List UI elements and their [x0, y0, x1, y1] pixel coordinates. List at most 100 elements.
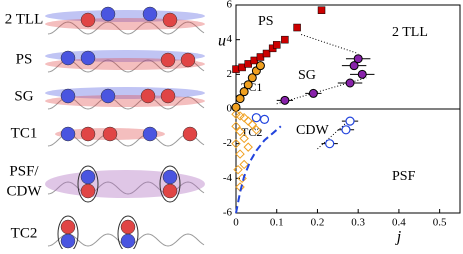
point — [262, 49, 271, 58]
particle — [182, 126, 198, 142]
point — [247, 119, 257, 130]
point — [353, 54, 363, 64]
point — [341, 125, 351, 135]
y-tick-label: 6 — [227, 0, 233, 11]
curve — [235, 125, 282, 214]
point — [235, 149, 245, 159]
point — [357, 69, 367, 79]
region-label: PS — [258, 14, 274, 29]
guide-line — [317, 119, 351, 150]
point — [235, 111, 245, 121]
lattice — [47, 181, 205, 195]
particle — [80, 183, 96, 199]
row-label: SG — [14, 88, 33, 104]
particle — [162, 183, 178, 199]
point — [235, 94, 245, 104]
point — [317, 6, 326, 14]
particle — [102, 126, 118, 142]
particle — [80, 126, 96, 142]
pair — [77, 165, 99, 203]
pair — [159, 165, 181, 203]
point — [345, 116, 355, 126]
y-tick-label: 0 — [227, 103, 233, 115]
x-tick-label: 0.4 — [392, 217, 406, 229]
row-label: PSF/ — [9, 163, 39, 179]
x-tick-label: 0.2 — [311, 217, 325, 229]
x-axis-label: j — [395, 229, 402, 246]
particle — [60, 126, 76, 142]
point — [243, 80, 253, 90]
guide-line — [301, 33, 359, 55]
particle — [60, 233, 76, 249]
particle — [120, 233, 136, 249]
y-tick-label: -6 — [223, 207, 233, 219]
point — [308, 88, 318, 98]
cloud — [45, 170, 205, 198]
point — [235, 126, 245, 137]
particle — [160, 88, 176, 104]
particle — [162, 12, 178, 28]
point — [259, 114, 270, 125]
point — [251, 125, 262, 135]
x-tick-label: 0.1 — [270, 217, 284, 229]
schematic: 2 TLL PS SG TC1 PSF/CDW TC2 — [5, 6, 205, 253]
region-label: CDW — [296, 123, 329, 138]
x-tick-label: 0.5 — [433, 217, 447, 229]
particle — [142, 6, 158, 22]
region-label: SG — [298, 68, 316, 83]
point — [293, 23, 301, 32]
lattice — [47, 59, 205, 73]
row-label: 2 TLL — [5, 11, 43, 27]
particle — [160, 52, 176, 68]
point — [247, 73, 257, 83]
row-label: TC1 — [11, 125, 38, 141]
y-axis-label: u — [218, 33, 226, 50]
point — [239, 159, 249, 170]
particle — [140, 88, 156, 104]
particle — [100, 88, 116, 104]
point — [231, 138, 241, 149]
region-label: TC2 — [241, 125, 262, 139]
region-label: PSF — [392, 169, 416, 184]
particle — [60, 219, 76, 235]
row-label: CDW — [7, 183, 43, 199]
point — [280, 95, 290, 105]
x-tick-label: 0.3 — [351, 217, 365, 229]
region-label: 2 TLL — [392, 25, 428, 40]
point — [281, 35, 289, 44]
particle — [60, 88, 76, 104]
particle — [60, 50, 76, 66]
point — [251, 113, 261, 123]
point — [345, 78, 355, 88]
particle — [80, 169, 96, 185]
guide-line — [276, 77, 367, 105]
particle — [142, 126, 158, 142]
particle — [80, 50, 96, 66]
point — [231, 121, 241, 132]
point — [272, 41, 281, 49]
point — [255, 61, 265, 71]
point — [239, 133, 249, 144]
point — [239, 112, 249, 123]
point — [325, 139, 335, 149]
row-label: PS — [16, 51, 33, 67]
particle — [80, 12, 96, 28]
point — [349, 61, 359, 71]
x-tick-label: 0 — [233, 217, 239, 229]
y-tick-label: 4 — [227, 33, 233, 45]
row-label: TC2 — [11, 225, 38, 241]
point — [239, 87, 249, 97]
point — [231, 102, 241, 112]
y-tick-label: -4 — [223, 172, 233, 184]
cloud — [45, 18, 205, 30]
y-tick-label: -2 — [223, 137, 232, 149]
particle — [120, 219, 136, 235]
particle — [100, 6, 116, 22]
particle — [180, 52, 196, 68]
point — [233, 164, 243, 175]
particle — [162, 169, 178, 185]
lattice — [47, 21, 205, 35]
y-tick-label: 2 — [227, 68, 233, 80]
